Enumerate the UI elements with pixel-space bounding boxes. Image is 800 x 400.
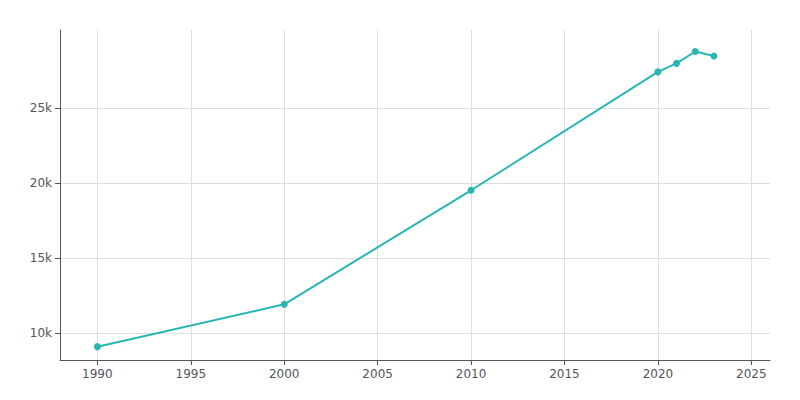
svg-text:2000: 2000 — [269, 367, 300, 381]
svg-text:15k: 15k — [30, 251, 52, 265]
svg-text:20k: 20k — [30, 176, 52, 190]
svg-text:2005: 2005 — [362, 367, 393, 381]
svg-text:2015: 2015 — [549, 367, 580, 381]
svg-text:2010: 2010 — [456, 367, 487, 381]
svg-text:25k: 25k — [30, 101, 52, 115]
svg-text:1995: 1995 — [176, 367, 207, 381]
svg-text:2020: 2020 — [643, 367, 674, 381]
svg-text:2025: 2025 — [736, 367, 767, 381]
svg-text:1990: 1990 — [82, 367, 113, 381]
svg-text:10k: 10k — [30, 326, 52, 340]
